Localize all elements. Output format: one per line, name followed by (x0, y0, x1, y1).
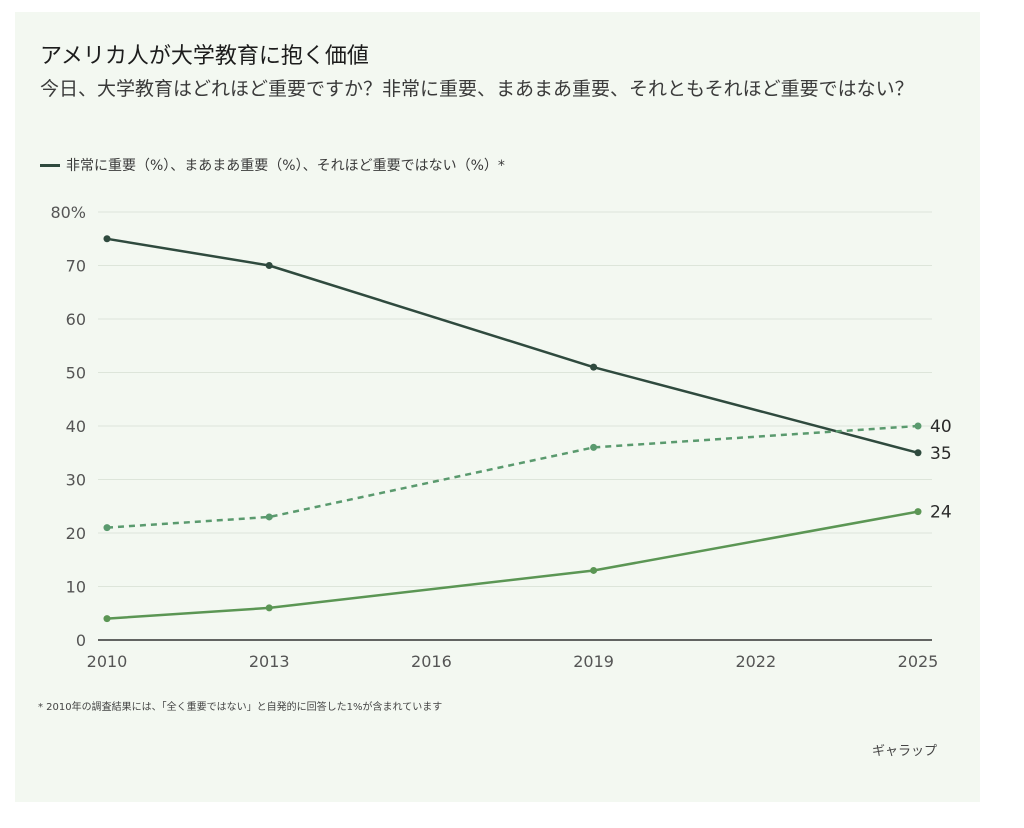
y-tick-label: 10 (66, 578, 86, 597)
data-point (103, 235, 111, 243)
data-point (103, 615, 111, 623)
y-tick-label: 50 (66, 364, 86, 383)
data-point (265, 604, 273, 612)
footnote: * 2010年の調査結果には、「全く重要ではない」と自発的に回答した1%が含まれ… (38, 702, 443, 713)
end-value-label: 35 (930, 444, 952, 464)
data-point (590, 443, 598, 451)
chart-card (15, 12, 980, 802)
x-tick-label: 2019 (573, 652, 614, 671)
x-tick-label: 2022 (735, 652, 776, 671)
series-line-3 (106, 510, 919, 620)
x-tick-label: 2013 (249, 652, 290, 671)
data-point (103, 524, 111, 532)
series-line-2 (106, 424, 919, 529)
y-tick-label: 20 (66, 524, 86, 543)
data-point (590, 566, 598, 574)
y-tick-label: 80% (50, 203, 86, 222)
y-tick-label: 40 (66, 417, 86, 436)
x-tick-label: 2016 (411, 652, 452, 671)
end-value-label: 24 (930, 503, 952, 523)
chart-legend: 非常に重要（%）、まあまあ重要（%）、それほど重要ではない（%）* (40, 155, 505, 175)
data-point (914, 449, 922, 457)
data-point (265, 262, 273, 269)
legend-line-swatch (40, 163, 60, 167)
source-label: ギャラップ (872, 744, 938, 759)
y-tick-label: 30 (66, 471, 86, 490)
y-tick-label: 70 (66, 257, 86, 276)
data-point (590, 363, 598, 371)
chart-title: アメリカ人が大学教育に抱く価値 (40, 44, 369, 69)
y-tick-label: 0 (76, 631, 86, 650)
x-tick-label: 2010 (87, 652, 128, 671)
legend-text: 非常に重要（%）、まあまあ重要（%）、それほど重要ではない（%）* (66, 158, 505, 174)
series-line-1 (106, 237, 919, 455)
data-point (914, 508, 922, 516)
chart-subtitle: 今日、大学教育はどれほど重要ですか？非常に重要、まあまあ重要、それともそれほど重… (40, 78, 914, 100)
y-tick-label: 60 (66, 310, 86, 329)
data-point (914, 422, 922, 430)
x-tick-label: 2025 (898, 652, 939, 671)
end-value-label: 40 (930, 417, 952, 437)
data-point (265, 513, 273, 521)
